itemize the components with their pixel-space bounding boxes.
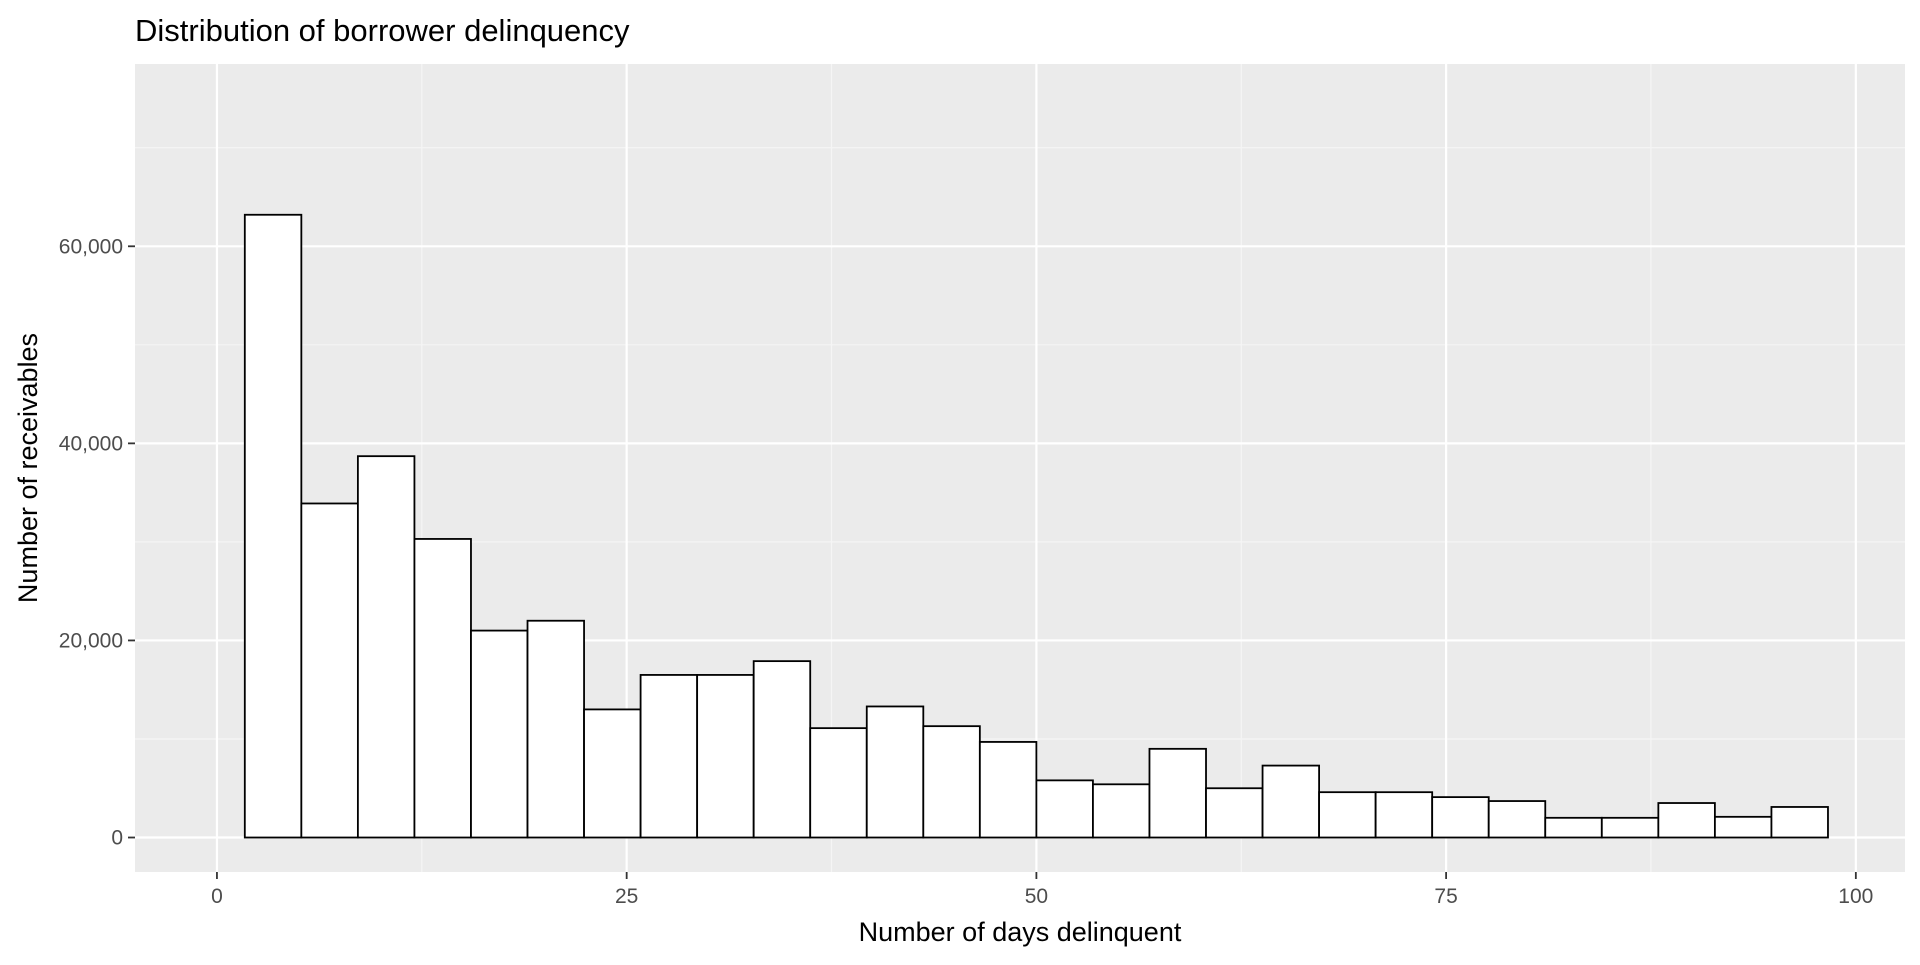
histogram-bar [1487, 800, 1547, 839]
histogram-bar [243, 213, 303, 839]
histogram-bar [526, 619, 585, 839]
histogram-bar [413, 538, 472, 839]
x-tick-label: 50 [1025, 885, 1048, 908]
histogram-bar [1035, 779, 1094, 839]
y-tick-label: 40,000 [59, 432, 123, 455]
histogram-bar [978, 741, 1038, 839]
histogram-bar [865, 705, 925, 839]
minor-gridlines [135, 64, 1905, 872]
histogram-bar [583, 708, 642, 839]
histogram-bar [356, 455, 416, 839]
histogram-bar [300, 502, 359, 839]
histogram-bar [639, 674, 699, 839]
x-tick-label: 100 [1838, 885, 1873, 908]
histogram-bar [470, 629, 529, 839]
y-tick-label: 20,000 [59, 629, 123, 652]
y-tick-label: 0 [111, 827, 123, 850]
histogram-bar [1092, 783, 1151, 839]
histogram-bar [1261, 764, 1320, 839]
histogram-bar [1318, 791, 1377, 839]
x-axis-title: Number of days delinquent [859, 917, 1182, 947]
x-tick-label: 75 [1434, 885, 1457, 908]
x-tick-label: 0 [211, 885, 223, 908]
histogram-bar [1657, 802, 1716, 839]
chart-title: Distribution of borrower delinquency [135, 13, 630, 48]
histogram-bar [1544, 816, 1603, 839]
histogram-bar [1770, 806, 1829, 839]
y-axis: 0 20,000 40,000 60,000 [59, 235, 135, 850]
histogram-bar [809, 727, 868, 839]
histogram-bar [1148, 747, 1207, 839]
histogram-bar [1713, 815, 1773, 839]
histogram-bar [922, 725, 981, 839]
histogram-bar [1600, 816, 1660, 839]
x-tick-label: 25 [615, 885, 638, 908]
histogram-bar [1374, 791, 1434, 839]
histogram-bar [1431, 796, 1490, 839]
histogram-bar [752, 660, 812, 839]
histogram-bar [1205, 787, 1264, 839]
x-axis: 0 25 50 75 100 [211, 872, 1873, 908]
histogram-bars [243, 213, 1829, 839]
y-axis-title: Number of receivables [13, 333, 43, 603]
y-tick-label: 60,000 [59, 235, 123, 258]
histogram-bar [696, 674, 755, 839]
